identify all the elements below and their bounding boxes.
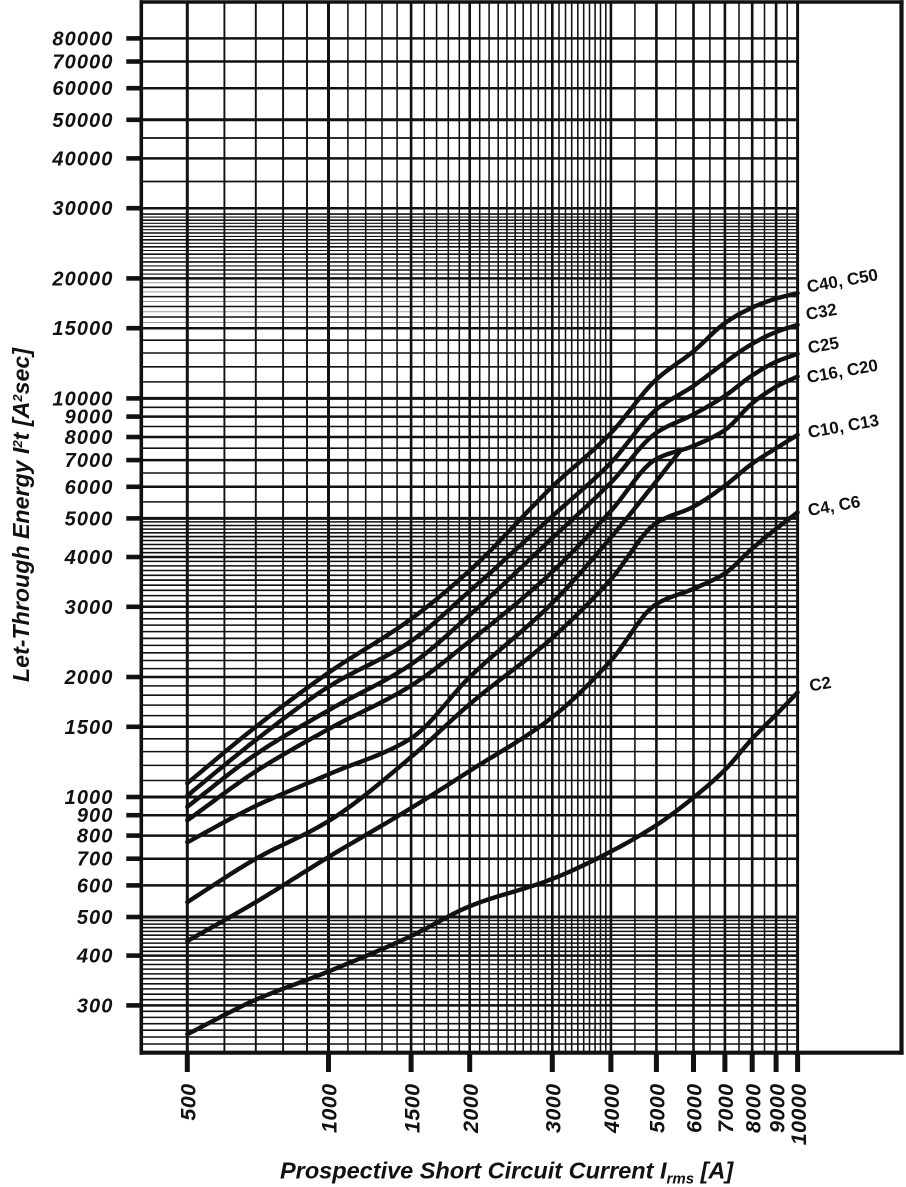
svg-text:40000: 40000 bbox=[51, 148, 113, 170]
svg-text:1500: 1500 bbox=[65, 717, 114, 739]
svg-text:600: 600 bbox=[77, 875, 114, 897]
svg-text:5000: 5000 bbox=[646, 1084, 670, 1133]
svg-text:70000: 70000 bbox=[52, 52, 113, 74]
svg-text:7000: 7000 bbox=[714, 1084, 738, 1133]
svg-text:7000: 7000 bbox=[65, 450, 114, 472]
svg-text:8000: 8000 bbox=[65, 427, 114, 449]
svg-text:500: 500 bbox=[77, 907, 114, 929]
svg-text:Prospective Short Circuit Curr: Prospective Short Circuit Current Irms [… bbox=[280, 1158, 734, 1187]
svg-text:500: 500 bbox=[177, 1084, 201, 1121]
svg-text:1000: 1000 bbox=[318, 1084, 342, 1133]
svg-text:8000: 8000 bbox=[741, 1084, 765, 1133]
svg-text:3000: 3000 bbox=[542, 1084, 566, 1133]
svg-text:400: 400 bbox=[76, 946, 114, 968]
svg-text:C2: C2 bbox=[808, 673, 833, 695]
svg-text:6000: 6000 bbox=[65, 477, 114, 499]
svg-text:3000: 3000 bbox=[65, 597, 114, 619]
svg-text:800: 800 bbox=[77, 826, 114, 848]
svg-text:900: 900 bbox=[77, 805, 114, 827]
svg-text:4000: 4000 bbox=[64, 547, 114, 569]
svg-text:300: 300 bbox=[77, 995, 114, 1017]
svg-text:10000: 10000 bbox=[787, 1084, 811, 1146]
svg-text:80000: 80000 bbox=[52, 28, 113, 50]
svg-text:Let-Through Energy I2t [A2sec]: Let-Through Energy I2t [A2sec] bbox=[8, 347, 34, 682]
svg-text:50000: 50000 bbox=[52, 110, 113, 132]
svg-text:700: 700 bbox=[77, 849, 114, 871]
svg-text:6000: 6000 bbox=[683, 1084, 707, 1133]
svg-text:9000: 9000 bbox=[65, 407, 114, 429]
svg-text:2000: 2000 bbox=[459, 1084, 483, 1134]
svg-text:60000: 60000 bbox=[52, 78, 113, 100]
svg-text:10000: 10000 bbox=[52, 388, 113, 410]
svg-text:20000: 20000 bbox=[51, 268, 113, 290]
svg-text:4000: 4000 bbox=[600, 1084, 624, 1134]
svg-text:30000: 30000 bbox=[52, 198, 113, 220]
svg-text:15000: 15000 bbox=[52, 318, 113, 340]
svg-text:5000: 5000 bbox=[65, 508, 114, 530]
svg-text:1500: 1500 bbox=[400, 1084, 424, 1133]
svg-text:2000: 2000 bbox=[64, 667, 114, 689]
svg-text:1000: 1000 bbox=[65, 787, 114, 809]
svg-text:9000: 9000 bbox=[765, 1084, 789, 1133]
